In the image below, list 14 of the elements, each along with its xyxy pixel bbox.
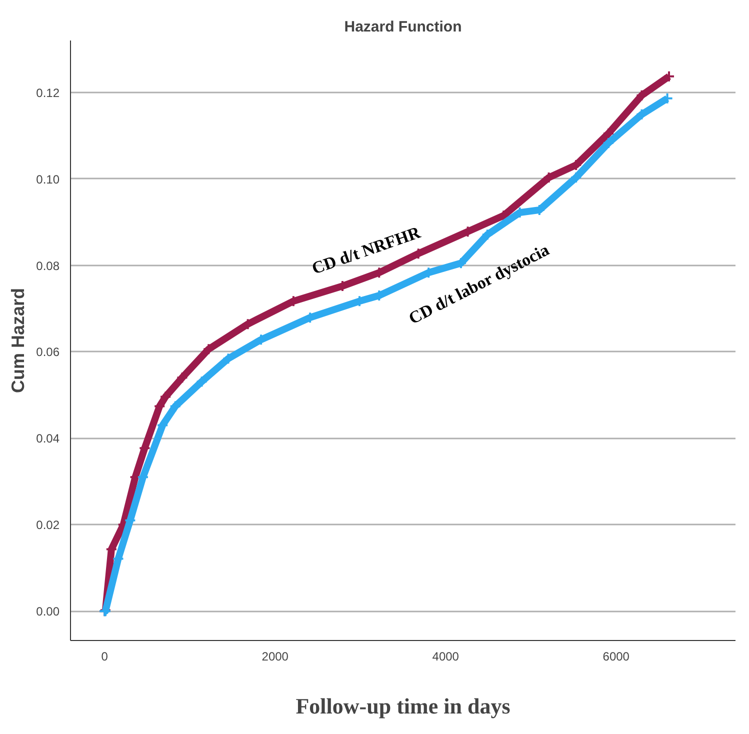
- x-axis-title: Follow-up time in days: [296, 694, 511, 718]
- y-tick-label: 0.10: [36, 172, 60, 186]
- y-tick-label: 0.08: [36, 258, 60, 273]
- y-tick-label: 0.06: [36, 345, 60, 360]
- y-tick-label: 0.02: [36, 518, 60, 532]
- x-tick-label: 4000: [432, 650, 460, 664]
- y-axis-title: Cum Hazard: [8, 288, 28, 394]
- y-tick-label: 0.04: [36, 432, 60, 446]
- y-tick-label: 0.00: [36, 604, 60, 619]
- y-tick-label: 0.12: [36, 86, 60, 100]
- x-tick-label: 0: [101, 650, 108, 664]
- chart-title: Hazard Function: [344, 18, 462, 36]
- x-tick-label: 2000: [262, 650, 289, 664]
- x-tick-label: 6000: [602, 650, 630, 664]
